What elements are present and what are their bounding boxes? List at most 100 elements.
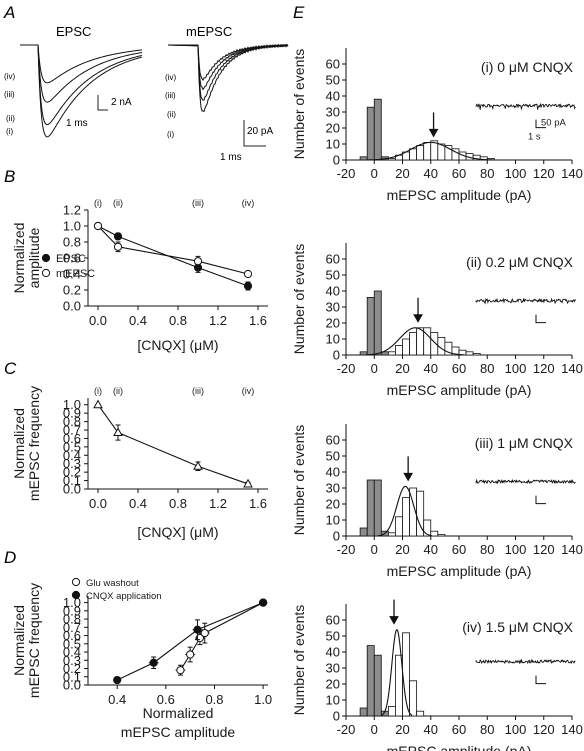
x-tick-label: 0.6 <box>157 692 175 707</box>
y-tick-label: 0.2 <box>63 283 81 298</box>
event-bin <box>409 680 418 717</box>
y-tick-label: 0.6 <box>63 628 81 643</box>
y-tick-label: 50 <box>326 73 340 88</box>
y-tick-label: 0.5 <box>63 439 81 454</box>
y-tick-label: 60 <box>326 613 340 628</box>
legend-marker <box>41 253 51 263</box>
y-tick-label: 50 <box>326 449 340 464</box>
mepsc-trace <box>167 43 289 91</box>
epsc-trace <box>20 44 143 103</box>
x-tick-label: 0.8 <box>169 496 187 511</box>
x-tick-label: 40 <box>424 361 438 376</box>
noise-bin <box>373 654 382 717</box>
inset-scale-bar <box>535 119 546 129</box>
y-tick-label: 0.2 <box>63 661 81 676</box>
x-tick-label: 80 <box>480 542 494 557</box>
y-tick-label: 1.0 <box>63 219 81 234</box>
y-tick-label: 0.9 <box>63 406 81 421</box>
x-tick-label: 60 <box>452 166 466 181</box>
y-tick-label: 1.2 <box>63 203 81 218</box>
y-tick-label: 60 <box>326 433 340 448</box>
inset-scale-x-label: 1 s <box>528 132 541 143</box>
series-line-1 <box>116 602 264 681</box>
noise-bin <box>366 479 375 537</box>
data-point <box>113 675 122 685</box>
condition-label: (ii) <box>113 198 123 208</box>
data-point <box>243 478 253 488</box>
y-tick-label: 0.4 <box>63 267 81 282</box>
x-tick-label: 100 <box>505 722 527 737</box>
mepsc-trace-label-iii: (iii) <box>165 91 176 100</box>
x-tick-label: 0.4 <box>108 692 126 707</box>
x-tick-label: 1.6 <box>249 313 267 328</box>
x-tick-label: 1.2 <box>209 313 227 328</box>
x-tick-label: 60 <box>452 361 466 376</box>
y-tick-label: 60 <box>326 57 340 72</box>
y-tick-label: 20 <box>326 316 340 331</box>
x-tick-label: 1.0 <box>254 692 272 707</box>
condition-label: (i) <box>94 198 102 208</box>
event-bin <box>395 344 403 356</box>
inset-recording-trace <box>475 478 576 485</box>
axis-lines <box>87 398 268 490</box>
condition-label: (iii) <box>192 386 204 396</box>
event-bin <box>409 148 418 161</box>
condition-label: (iv) <box>242 198 255 208</box>
panel-b-chart: 0.00.20.40.60.81.01.20.0 0.4 0.8 1.2 1.6[CNQ… <box>11 198 268 353</box>
epsc-title: EPSC <box>56 24 91 39</box>
condition-label: (ii) <box>113 386 123 396</box>
y-tick-label: 0.4 <box>63 448 81 463</box>
y-axis-label-line: Normalized <box>11 223 27 294</box>
epsc-trace-label-iii: (iii) <box>4 90 15 99</box>
epsc-scale-x-label: 1 ms <box>66 118 88 129</box>
x-axis-label-line: mEPSC amplitude <box>121 724 236 740</box>
event-bin <box>416 327 425 356</box>
x-tick-label: 20 <box>395 361 409 376</box>
data-point <box>243 269 253 279</box>
y-tick-label: 50 <box>326 268 340 283</box>
x-tick-label: -20 <box>337 361 356 376</box>
x-tick-label: 60 <box>452 722 466 737</box>
y-tick-label: 0.8 <box>63 414 81 429</box>
x-tick-label: 60 <box>452 542 466 557</box>
data-point <box>193 625 202 634</box>
event-bin <box>409 332 418 356</box>
y-tick-label: 0.7 <box>63 620 81 635</box>
data-point <box>113 232 123 241</box>
y-axis-label: NormalizedmEPSC frequency <box>11 386 42 501</box>
y-tick-label: 0.3 <box>63 653 81 668</box>
x-tick-label: 140 <box>561 542 583 557</box>
y-tick-label: 30 <box>326 661 340 676</box>
epsc-trace-label-iv: (iv) <box>4 72 15 81</box>
inset-scale-bar <box>535 495 546 505</box>
data-point <box>176 666 185 675</box>
panel-letter-c: C <box>4 359 17 378</box>
y-tick-label: 30 <box>326 300 340 315</box>
x-tick-label: -20 <box>337 722 356 737</box>
y-tick-label: 40 <box>326 645 340 660</box>
panel-letter-d: D <box>4 548 16 567</box>
x-tick-label: 0.0 <box>89 313 107 328</box>
gaussian-fit <box>380 629 413 716</box>
y-tick-label: 10 <box>326 332 340 347</box>
panel-letter-b: B <box>4 167 15 186</box>
x-tick-label: 80 <box>480 722 494 737</box>
y-tick-label: 30 <box>326 481 340 496</box>
event-bin <box>416 490 425 537</box>
y-tick-label: 20 <box>326 121 340 136</box>
y-tick-label: 30 <box>326 105 340 120</box>
legend-marker <box>41 268 51 278</box>
x-tick-label: 100 <box>505 166 527 181</box>
epsc-scale-bar <box>97 95 108 111</box>
histogram-title: (iv) 1.5 μM CNQX <box>462 619 573 635</box>
x-tick-label: 120 <box>533 542 555 557</box>
x-tick-label: 140 <box>561 722 583 737</box>
y-tick-label: 0.0 <box>63 482 81 497</box>
y-axis-label: Number of events <box>291 425 307 536</box>
x-axis-label-line: Normalized <box>143 705 214 721</box>
histogram-title: (ii) 0.2 μM CNQX <box>466 254 574 270</box>
y-tick-label: 0 <box>333 348 340 363</box>
mepsc-scale-bar <box>243 120 266 147</box>
x-tick-label: 120 <box>533 166 555 181</box>
noise-bin <box>366 296 375 356</box>
